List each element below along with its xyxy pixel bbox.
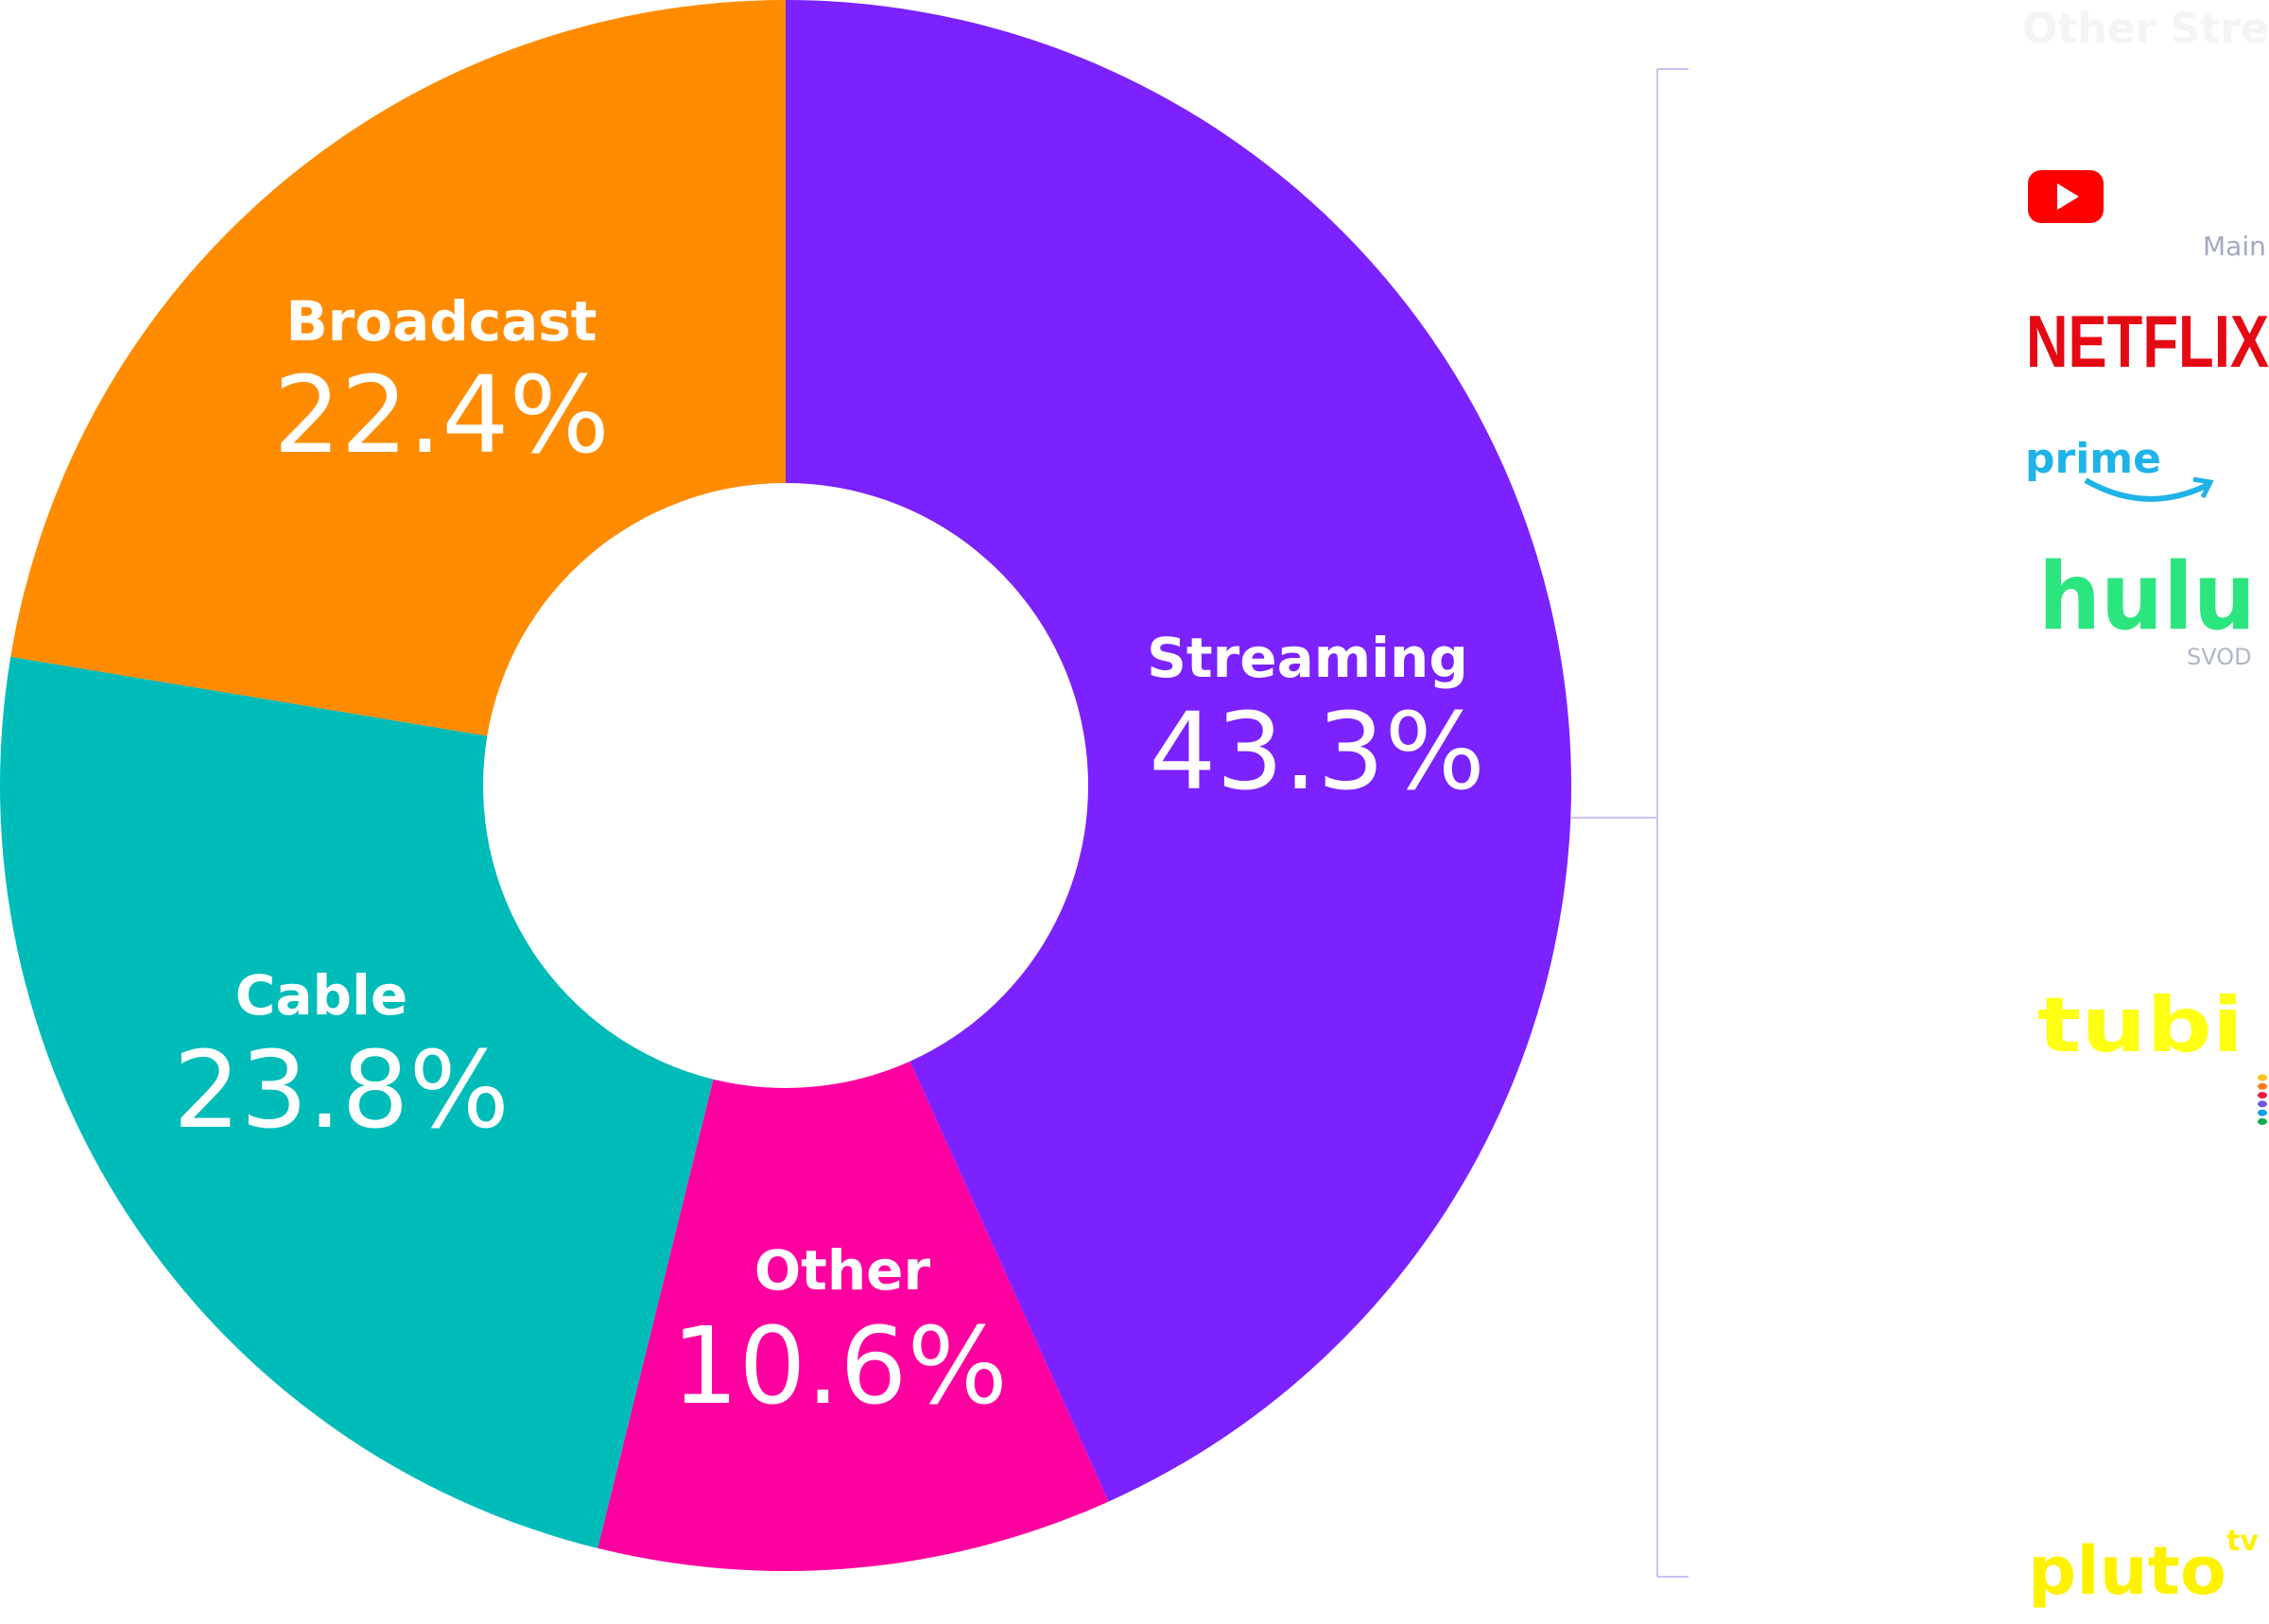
label-other: Other <box>754 1238 931 1303</box>
slice-streaming <box>786 0 1571 1502</box>
peacock-dot <box>2258 1118 2267 1125</box>
tubi-logo: tubi <box>2037 981 2243 1069</box>
label-streaming: Streaming <box>1147 626 1468 690</box>
slice-broadcast <box>10 0 786 736</box>
netflix-logo: NETFLIX <box>2026 300 2269 383</box>
slice-cable <box>0 656 714 1548</box>
peacock-dots-logo <box>2258 1074 2267 1125</box>
other-streaming-title: Other Streaming <box>2022 5 2269 53</box>
hulu-caption: SVOD <box>2187 644 2252 670</box>
svg-text:tv: tv <box>2226 1525 2259 1558</box>
peacock-dot <box>2258 1074 2267 1081</box>
peacock-dot <box>2258 1082 2267 1090</box>
pluto-tv-logo: pluto tv <box>2028 1525 2259 1610</box>
peacock-dot <box>2258 1092 2267 1099</box>
donut-slices <box>0 0 1571 1572</box>
youtube-caption: Main <box>2203 231 2266 262</box>
value-streaming: 43.3% <box>1149 691 1485 814</box>
value-other: 10.6% <box>671 1305 1008 1428</box>
svg-text:pluto: pluto <box>2028 1532 2226 1610</box>
prime-video-logo: prime <box>2025 435 2214 502</box>
hulu-logo: hulu <box>2038 544 2256 651</box>
svg-text:prime: prime <box>2025 435 2161 483</box>
peacock-dot <box>2258 1100 2267 1108</box>
slice-labels: Broadcast 22.4% Streaming 43.3% Cable 23… <box>173 289 1485 1428</box>
value-cable: 23.8% <box>173 1029 510 1152</box>
value-broadcast: 22.4% <box>273 354 610 477</box>
label-cable: Cable <box>235 963 407 1028</box>
slice-other <box>598 1061 1109 1572</box>
youtube-logo <box>2028 170 2104 223</box>
label-broadcast: Broadcast <box>286 289 597 354</box>
streaming-bracket <box>1570 68 1689 1578</box>
peacock-dot <box>2258 1109 2267 1116</box>
